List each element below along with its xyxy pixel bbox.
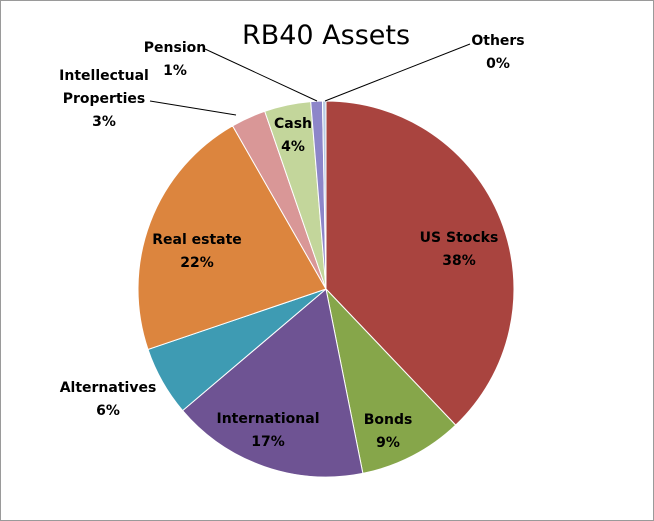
slice-labels: US Stocks 38% Bonds 9% International 17% Alter… <box>59 33 524 451</box>
slice-label-intellectual-properties: Intellectual Properties 3% <box>59 68 149 130</box>
pie-slice-international <box>181 288 364 478</box>
slice-label-bonds: Bonds 9% <box>364 412 413 451</box>
pie-slices <box>137 100 515 478</box>
slice-label-international: International 17% <box>216 411 319 450</box>
pie-slice-bonds <box>325 287 457 474</box>
slice-label-us-stocks: US Stocks 38% <box>420 230 499 269</box>
leader-line-pension <box>204 48 318 102</box>
slice-label-pension: Pension 1% <box>144 40 206 79</box>
pie-slice-real-estate <box>137 125 327 351</box>
pie-slice-us-stocks <box>325 100 515 426</box>
leader-line-intellectual-properties <box>149 100 237 116</box>
slice-label-others: Others 0% <box>471 33 524 72</box>
slice-label-alternatives: Alternatives 6% <box>60 380 157 419</box>
leader-lines <box>149 43 471 116</box>
leader-line-others <box>324 43 471 102</box>
chart-title: RB40 Assets <box>242 20 410 51</box>
slice-label-real-estate: Real estate 22% <box>152 232 242 271</box>
slice-label-cash: Cash 4% <box>274 116 312 155</box>
